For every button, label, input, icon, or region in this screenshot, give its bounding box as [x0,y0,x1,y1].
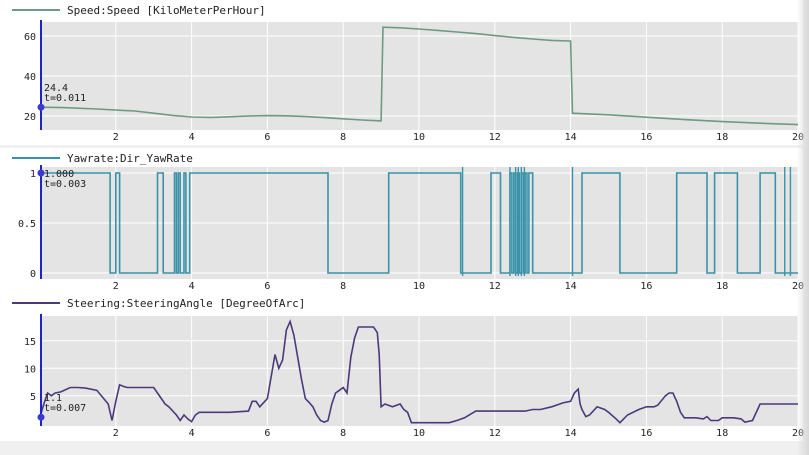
chart-title: Yawrate:Dir_YawRate [67,152,193,165]
y-tick-label: 60 [24,32,36,43]
x-tick-label: 10 [413,281,425,292]
series-line [39,319,798,424]
x-tick-label: 14 [565,132,577,143]
x-tick-label: 6 [264,281,270,292]
x-tick-label: 4 [189,281,195,292]
x-tick-label: 14 [565,281,577,292]
y-tick-label: 1 [30,169,36,180]
x-tick-label: 16 [640,428,652,439]
x-tick-label: 6 [264,428,270,439]
cursor-handle[interactable] [37,103,45,111]
cursor-time: t=0.011 [44,93,86,104]
x-tick-label: 12 [489,281,501,292]
x-tick-label: 4 [189,428,195,439]
x-tick-label: 10 [413,132,425,143]
series-line [39,26,799,126]
x-tick-label: 12 [489,132,501,143]
x-tick-label: 8 [340,428,346,439]
x-tick-label: 8 [340,132,346,143]
chart-title: Steering:SteeringAngle [DegreeOfArc] [67,297,305,310]
cursor-time: t=0.003 [44,179,86,190]
x-tick-label: 10 [413,428,425,439]
y-tick-label: 10 [24,364,36,375]
chart-panel-3: Steering:SteeringAngle [DegreeOfArc] 2 4 6 8… [0,293,804,441]
cursor-handle[interactable] [37,169,45,177]
x-tick-label: 18 [716,281,728,292]
x-tick-label: 16 [640,132,652,143]
right-edge-shadow [797,0,809,455]
x-tick-label: 8 [340,281,346,292]
chart-title: Speed:Speed [KiloMeterPerHour] [67,4,266,17]
y-tick-label: 20 [24,112,36,123]
cursor-handle[interactable] [37,413,45,421]
chart-panel-2: Yawrate:Dir_YawRate246810121416182000.51… [0,148,804,294]
cursor-value: 24.4 [44,83,68,94]
y-tick-label: 40 [24,72,36,83]
x-tick-label: 2 [113,132,119,143]
series-line [40,172,798,274]
x-tick-label: 14 [565,428,577,439]
x-tick-label: 6 [264,132,270,143]
x-tick-label: 2 [113,428,119,439]
cursor-value: 1.000 [44,169,74,180]
cursor-value: 1.1 [44,393,62,404]
x-tick-label: 16 [640,281,652,292]
x-tick-label: 12 [489,428,501,439]
chart-panel-1: Speed:Speed [KiloMeterPerHour] 2 4 6 8 10 12 14… [0,0,804,145]
y-tick-label: 15 [24,337,36,348]
y-tick-label: 0.5 [18,219,36,230]
cursor-time: t=0.007 [44,403,86,414]
y-tick-label: 5 [30,392,36,403]
x-tick-label: 4 [189,132,195,143]
x-tick-label: 18 [716,428,728,439]
x-tick-label: 18 [716,132,728,143]
y-tick-label: 0 [30,269,36,280]
x-tick-label: 2 [113,281,119,292]
